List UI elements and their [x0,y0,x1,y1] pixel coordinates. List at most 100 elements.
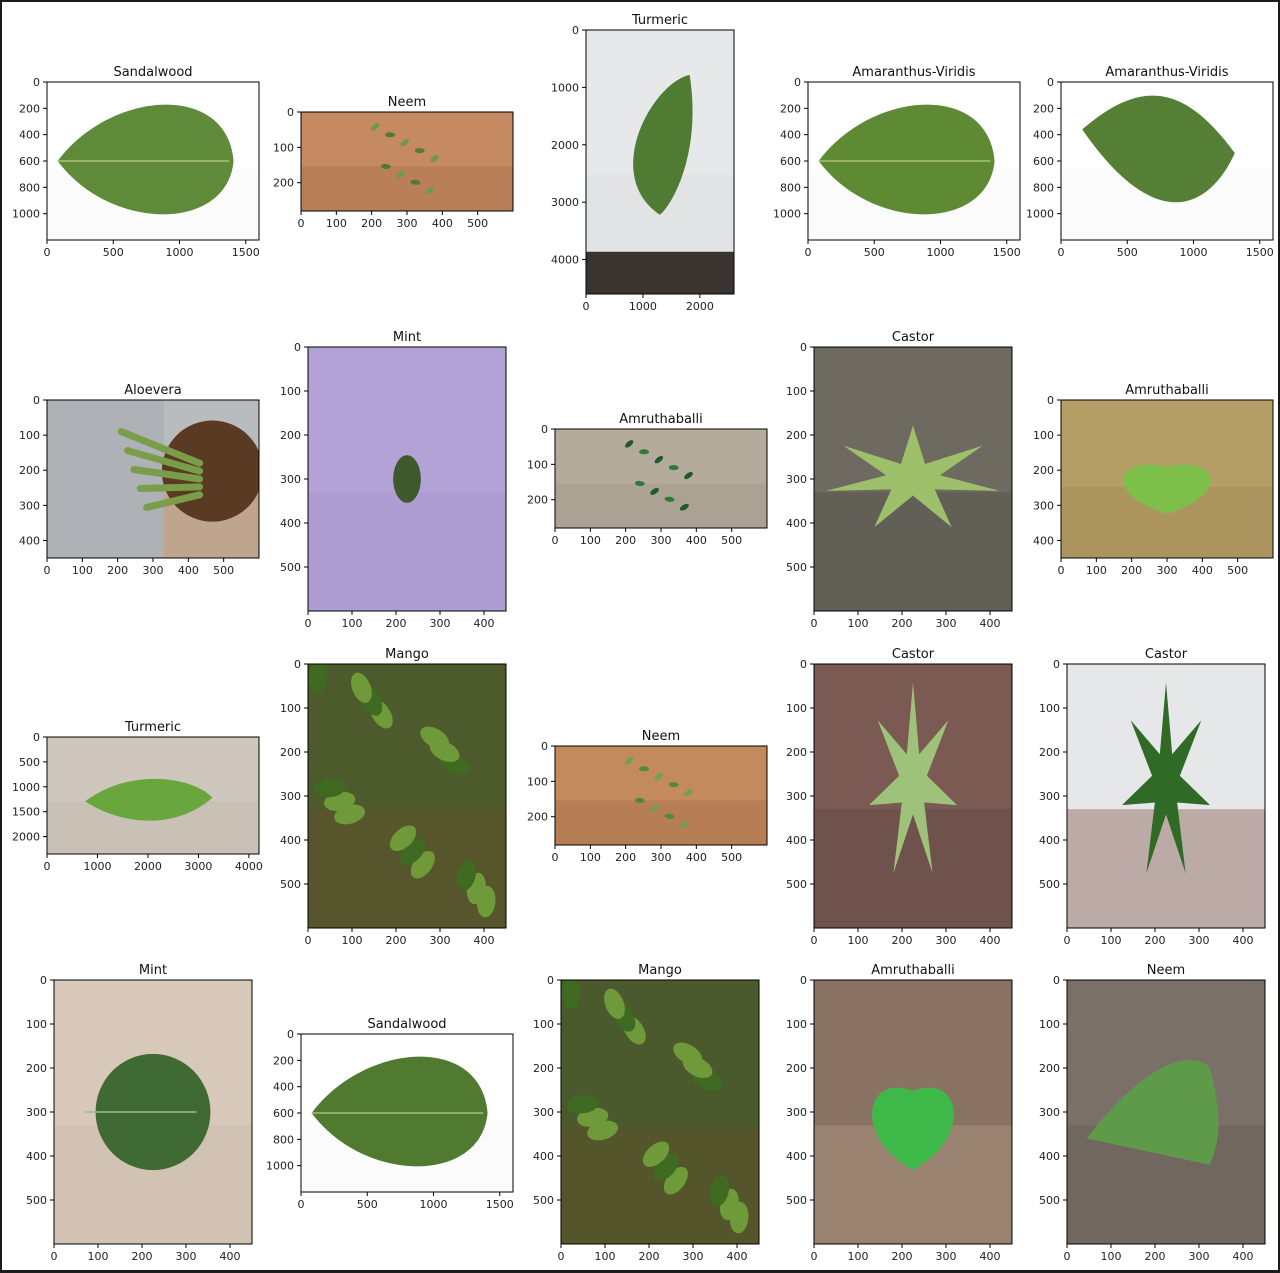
x-tick-label: 100 [72,564,93,577]
image-content [410,179,421,185]
x-tick-label: 100 [1086,564,1107,577]
x-tick-label: 0 [44,246,51,259]
image-content [664,813,675,819]
y-tick-label: 1000 [773,208,801,221]
plant-image [47,737,259,854]
y-tick-label: 500 [786,1194,807,1207]
y-tick-label: 200 [1039,746,1060,759]
x-tick-label: 100 [595,1250,616,1263]
image-content [586,251,734,294]
subplot: Amruthaballi 0 100 200 300 400 500 0 100 200 300 40… [1033,383,1274,577]
plant-image [54,980,252,1244]
image-content [351,672,372,703]
x-tick-label: 100 [342,934,363,947]
x-tick-label: 100 [88,1250,109,1263]
x-tick-label: 1000 [629,300,657,313]
subplot: Turmeric 0 1000 2000 0 1000 2000 3000 4000 [551,13,735,313]
y-tick-label: 100 [26,1018,47,1031]
y-tick-label: 400 [26,1150,47,1163]
plant-image [814,347,1012,611]
subplot-title: Neem [1147,963,1185,978]
image-background [555,746,767,845]
y-tick-label: 500 [786,561,807,574]
y-tick-label: 300 [786,473,807,486]
y-tick-label: 200 [533,1062,554,1075]
y-tick-label: 0 [1047,394,1054,407]
image-content [311,1056,488,1167]
plant-image [1061,400,1273,558]
plant-image [808,82,1020,240]
image-content [393,455,421,503]
plant-image [555,429,767,528]
image-content [684,471,693,480]
x-tick-label: 0 [298,217,305,230]
y-tick-label: 200 [786,429,807,442]
plant-image [308,347,506,611]
y-tick-label: 300 [280,790,301,803]
y-tick-label: 0 [572,24,579,37]
image-content [625,757,634,765]
x-tick-label: 0 [558,1250,565,1263]
y-tick-label: 0 [800,658,807,671]
subplot-title: Neem [642,729,680,744]
image-content [143,491,204,511]
x-tick-label: 300 [936,1250,957,1263]
y-tick-label: 400 [280,834,301,847]
x-tick-label: 200 [361,217,382,230]
y-tick-label: 600 [19,155,40,168]
y-tick-label: 400 [786,517,807,530]
x-tick-label: 400 [178,564,199,577]
x-tick-label: 0 [1064,934,1071,947]
x-tick-label: 0 [51,1250,58,1263]
x-tick-label: 500 [721,534,742,547]
y-tick-label: 600 [273,1107,294,1120]
x-tick-label: 1000 [166,246,194,259]
y-tick-label: 400 [1033,129,1054,142]
y-tick-label: 100 [19,429,40,442]
y-tick-label: 200 [1033,102,1054,115]
x-tick-label: 1000 [83,860,111,873]
subplot: Aloevera 0 100 200 300 400 500 0 100 200 300 400 [19,383,260,577]
x-tick-label: 3000 [184,860,212,873]
image-content [1123,464,1211,514]
y-tick-label: 200 [273,1054,294,1067]
x-tick-label: 500 [357,1198,378,1211]
y-tick-label: 300 [26,1106,47,1119]
x-tick-label: 1000 [420,1198,448,1211]
image-content [673,1042,703,1066]
y-tick-label: 0 [1053,974,1060,987]
x-tick-label: 400 [1233,1250,1254,1263]
image-content [85,778,213,821]
image-content [650,804,660,812]
x-tick-label: 300 [1189,1250,1210,1263]
y-tick-label: 200 [19,464,40,477]
x-tick-label: 400 [686,851,707,864]
y-tick-label: 300 [19,499,40,512]
subplot-title: Mint [139,963,167,978]
image-content [709,1175,730,1207]
y-tick-label: 200 [1033,464,1054,477]
x-tick-label: 400 [474,617,495,630]
y-tick-label: 0 [541,423,548,436]
y-tick-label: 0 [547,974,554,987]
y-tick-label: 500 [280,878,301,891]
y-tick-label: 200 [273,177,294,190]
image-shading [814,809,1012,928]
subplot-title: Castor [892,330,935,345]
plant-image [555,746,767,845]
y-tick-label: 100 [1039,702,1060,715]
x-tick-label: 300 [936,617,957,630]
image-content [872,1087,954,1171]
x-tick-label: 0 [298,1198,305,1211]
image-content [1086,1059,1219,1165]
y-tick-label: 400 [786,834,807,847]
subplot-title: Mango [638,963,682,978]
y-tick-label: 0 [541,740,548,753]
image-content [634,797,645,803]
y-tick-label: 0 [33,394,40,407]
x-tick-label: 100 [1101,934,1122,947]
x-tick-label: 0 [811,617,818,630]
x-tick-label: 200 [1121,564,1142,577]
y-tick-label: 200 [786,746,807,759]
image-content [668,782,679,788]
